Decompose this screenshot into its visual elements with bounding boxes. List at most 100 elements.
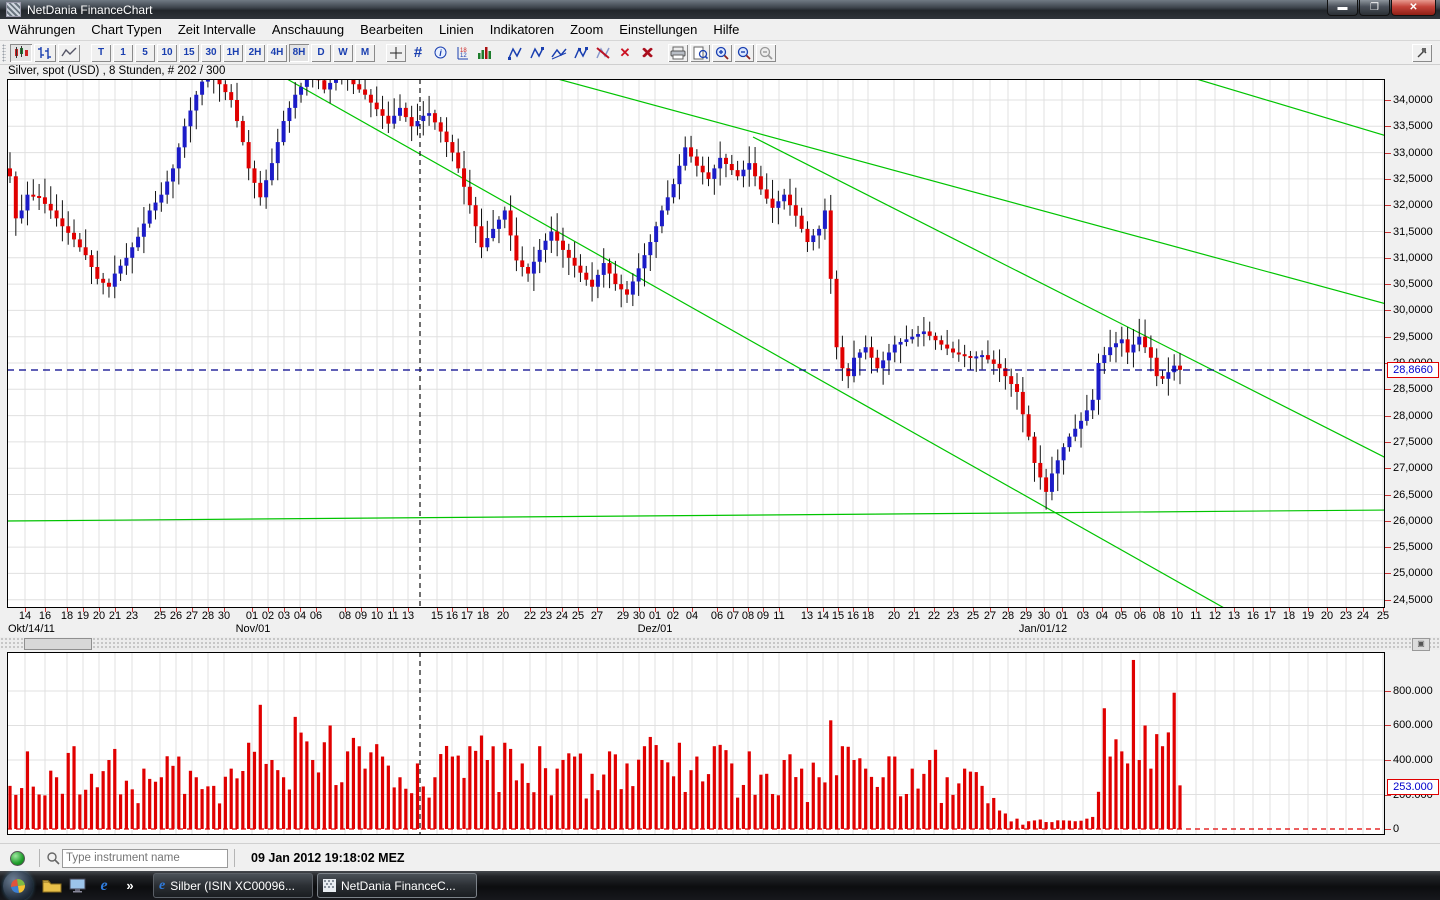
quicklaunch-internet-explorer[interactable]: e <box>93 875 115 897</box>
toolbar-grip[interactable] <box>2 43 6 62</box>
interval-button-w[interactable]: W <box>333 43 353 62</box>
quicklaunch-more-chevron[interactable]: » <box>119 875 141 897</box>
interval-button-4h[interactable]: 4H <box>267 43 287 62</box>
print-preview-button[interactable] <box>690 43 710 62</box>
minimize-button[interactable]: ▬ <box>1327 0 1358 16</box>
interval-button-30[interactable]: 30 <box>201 43 221 62</box>
candlestick-icon <box>15 45 28 58</box>
time-tick-mark <box>1383 608 1384 612</box>
time-tick-mark <box>1062 608 1063 612</box>
interval-button-15[interactable]: 15 <box>179 43 199 62</box>
time-tick-mark <box>853 608 854 612</box>
taskbar-button-1[interactable]: e Silber (ISIN XC00096... <box>153 873 313 898</box>
price-tick-label: 27,0000 <box>1393 462 1433 475</box>
interval-button-m[interactable]: M <box>355 43 375 62</box>
zoom-out-button[interactable] <box>734 43 754 62</box>
show-desktop-icon <box>69 878 87 893</box>
time-tick-label: 11 <box>1190 610 1202 622</box>
svg-text:18: 18 <box>460 48 467 54</box>
info-button[interactable]: i <box>430 44 450 62</box>
time-tick-mark <box>208 608 209 612</box>
menu-item-linien[interactable]: Linien <box>439 22 474 37</box>
menu-item-hilfe[interactable]: Hilfe <box>713 22 740 37</box>
main-chart-plot[interactable] <box>6 54 1391 636</box>
interval-button-8h[interactable]: 8H <box>289 43 309 62</box>
time-tick-label: 15 <box>430 610 444 622</box>
price-alarm-button[interactable]: 18 12 <box>452 44 472 62</box>
volume-tick-label: 600.000 <box>1393 719 1433 731</box>
interval-button-d[interactable]: D <box>311 43 331 62</box>
time-tick-mark <box>115 608 116 612</box>
time-tick-label: 16 <box>445 610 459 622</box>
delete-all-button[interactable]: ✕ <box>637 44 657 62</box>
delete-selected-button[interactable]: ✕ <box>615 44 635 62</box>
time-tick-mark <box>655 608 656 612</box>
month-label: Okt/14/11 <box>8 623 55 635</box>
menu-item-einstellungen[interactable]: Einstellungen <box>619 22 698 37</box>
delete-trendline-button[interactable] <box>593 44 613 62</box>
taskbar-button-2[interactable]: NetDania FinanceC... <box>317 873 477 898</box>
chart-scrollbar[interactable] <box>0 637 1440 650</box>
menu-item-zeit-intervalle[interactable]: Zeit Intervalle <box>177 22 256 37</box>
volume-study-button[interactable] <box>474 44 494 62</box>
candlestick-canvas[interactable] <box>6 54 1391 636</box>
trend-parallel-button[interactable] <box>571 44 591 62</box>
time-tick-label: 18 <box>60 610 74 622</box>
pin-icon <box>1417 48 1427 58</box>
volume-canvas[interactable] <box>7 652 1385 835</box>
trend-channel-button[interactable] <box>549 44 569 62</box>
time-tick-label: 28 <box>1001 610 1015 622</box>
start-button[interactable] <box>3 870 33 900</box>
trendline-button[interactable] <box>505 44 525 62</box>
menu-item-chart-typen[interactable]: Chart Typen <box>91 22 162 37</box>
time-tick-mark <box>316 608 317 612</box>
print-button[interactable] <box>668 43 688 62</box>
interval-button-1[interactable]: 1 <box>113 43 133 62</box>
menu-item-bearbeiten[interactable]: Bearbeiten <box>360 22 424 37</box>
time-tick-mark <box>345 608 346 612</box>
time-tick-mark <box>160 608 161 612</box>
delete-selected-icon: ✕ <box>619 44 631 60</box>
grid-button[interactable]: # <box>408 44 428 62</box>
price-tick-label: 28,5000 <box>1393 383 1433 396</box>
interval-button-5[interactable]: 5 <box>135 43 155 62</box>
menu-item-zoom[interactable]: Zoom <box>570 22 604 37</box>
price-tick-label: 29,5000 <box>1393 330 1433 343</box>
close-button[interactable]: ✕ <box>1391 0 1436 16</box>
time-tick-label: 15 <box>831 610 845 622</box>
interval-button-1h[interactable]: 1H <box>223 43 243 62</box>
time-tick-label: 08 <box>338 610 352 622</box>
svg-text:i: i <box>439 48 442 58</box>
time-tick-mark <box>1270 608 1271 612</box>
time-tick-label: 04 <box>1095 610 1109 622</box>
zoom-reset-button[interactable] <box>756 43 776 62</box>
quicklaunch-show-desktop[interactable] <box>67 875 89 897</box>
candlestick-button[interactable] <box>10 43 32 62</box>
zoom-in-button[interactable] <box>712 43 732 62</box>
line-chart-icon <box>61 47 77 56</box>
chart-scrollbar-thumb[interactable] <box>24 638 92 650</box>
instrument-search-input[interactable] <box>62 848 228 868</box>
interval-button-10[interactable]: 10 <box>157 43 177 62</box>
restore-button[interactable]: ❐ <box>1359 0 1390 16</box>
line-chart-button[interactable] <box>58 43 80 62</box>
menu-item-anschauung[interactable]: Anschauung <box>271 22 345 37</box>
bar-chart-button[interactable] <box>34 43 56 62</box>
menu-item-währungen[interactable]: Währungen <box>8 22 76 37</box>
volume-plot[interactable] <box>7 652 1385 835</box>
time-tick-mark <box>748 608 749 612</box>
menu-item-indikatoren[interactable]: Indikatoren <box>489 22 555 37</box>
crosshair-button[interactable] <box>386 43 406 62</box>
more-chevron-icon: » <box>126 878 134 893</box>
zoom-out-icon <box>737 46 752 60</box>
pane-resize-grip[interactable]: ▣ <box>1412 638 1430 651</box>
quicklaunch-folder[interactable] <box>41 875 63 897</box>
trendline-extended-button[interactable] <box>527 44 547 62</box>
interval-button-t[interactable]: T <box>91 43 111 62</box>
current-volume-box: 253.000 <box>1387 779 1439 795</box>
time-tick-mark <box>1363 608 1364 612</box>
interval-button-2h[interactable]: 2H <box>245 43 265 62</box>
time-tick-mark <box>1026 608 1027 612</box>
time-tick-mark <box>377 608 378 612</box>
pin-panel-button[interactable] <box>1412 44 1432 62</box>
